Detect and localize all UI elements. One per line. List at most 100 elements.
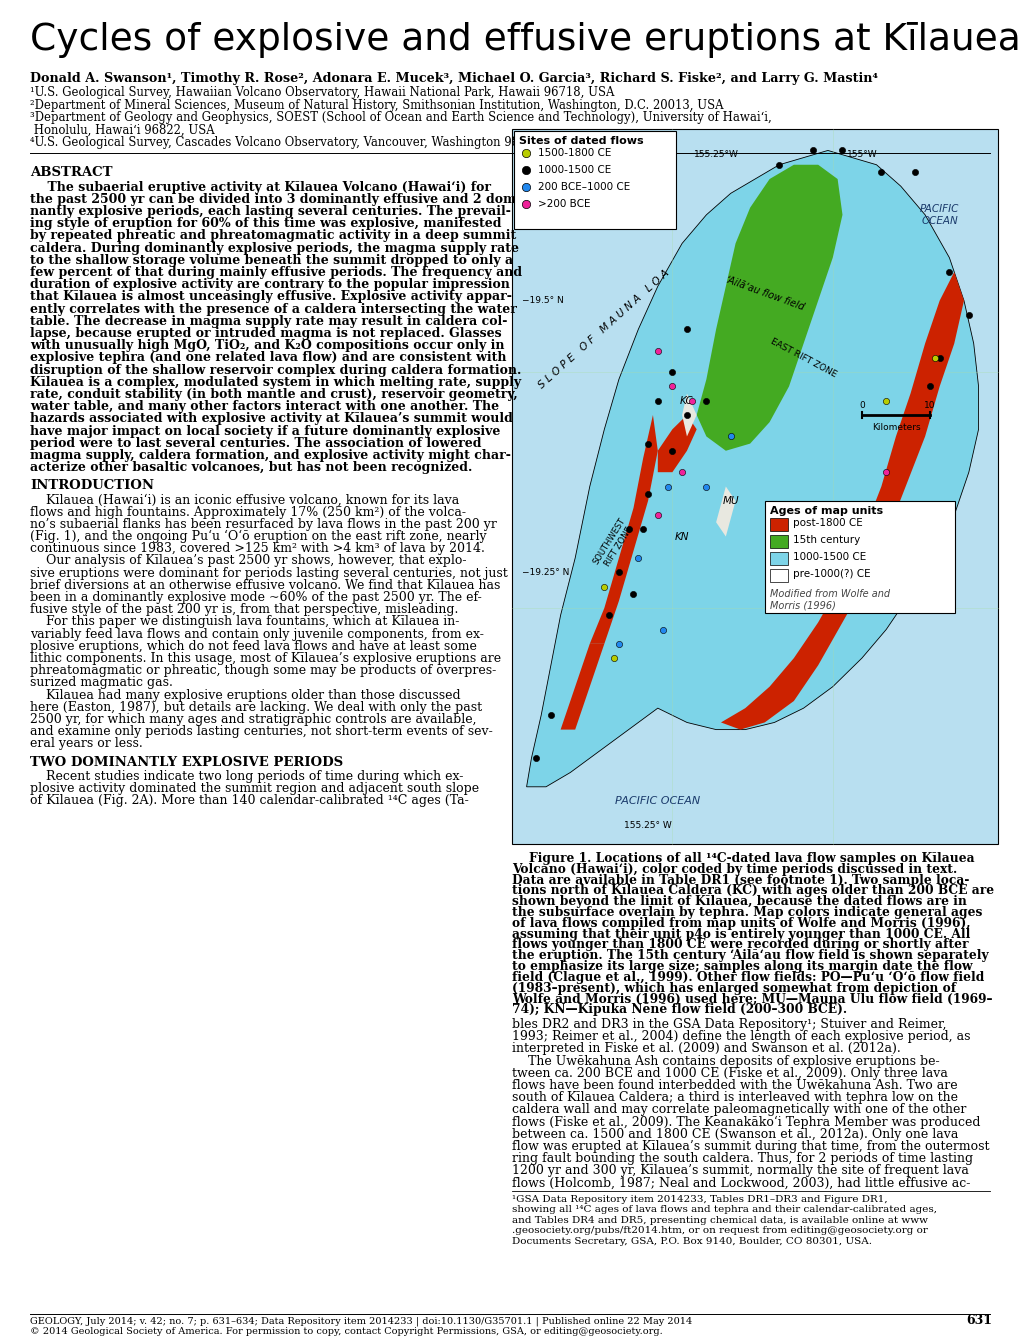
Text: 200 BCE–1000 CE: 200 BCE–1000 CE [537, 181, 630, 192]
Text: flows have been found interbedded with the Uwēkahuna Ash. Two are: flows have been found interbedded with t… [512, 1079, 957, 1093]
Text: Our analysis of Kīlauea’s past 2500 yr shows, however, that explo-: Our analysis of Kīlauea’s past 2500 yr s… [30, 554, 466, 567]
Polygon shape [589, 415, 657, 644]
Text: the subsurface overlain by tephra. Map colors indicate general ages: the subsurface overlain by tephra. Map c… [512, 906, 981, 919]
Text: 1993; Reimer et al., 2004) define the length of each explosive period, as: 1993; Reimer et al., 2004) define the le… [512, 1031, 969, 1043]
Text: tween ca. 200 BCE and 1000 CE (Fiske et al., 2009). Only three lava: tween ca. 200 BCE and 1000 CE (Fiske et … [512, 1067, 947, 1079]
Text: Kilometers: Kilometers [871, 423, 919, 431]
Text: S L O P E   O F   M A U N A   L O A: S L O P E O F M A U N A L O A [536, 267, 671, 391]
Text: The subaerial eruptive activity at Kīlauea Volcano (Hawaiʻi) for: The subaerial eruptive activity at Kīlau… [30, 180, 490, 194]
Text: flows (Fiske et al., 2009). The Keanakākoʻi Tephra Member was produced: flows (Fiske et al., 2009). The Keanakāk… [512, 1116, 979, 1129]
Text: field (Clague et al., 1999). Other flow fields: PO—Puʻu ʻOʻō flow field: field (Clague et al., 1999). Other flow … [512, 970, 983, 984]
Text: eral years or less.: eral years or less. [30, 738, 143, 750]
Text: magma supply, caldera formation, and explosive activity might char-: magma supply, caldera formation, and exp… [30, 449, 511, 462]
Text: between ca. 1500 and 1800 CE (Swanson et al., 2012a). Only one lava: between ca. 1500 and 1800 CE (Swanson et… [512, 1128, 958, 1141]
Text: ently correlates with the presence of a caldera intersecting the water: ently correlates with the presence of a … [30, 302, 517, 316]
Text: ¹U.S. Geological Survey, Hawaiian Volcano Observatory, Hawaii National Park, Haw: ¹U.S. Geological Survey, Hawaiian Volcan… [30, 86, 613, 99]
Text: 1200 yr and 300 yr, Kīlauea’s summit, normally the site of frequent lava: 1200 yr and 300 yr, Kīlauea’s summit, no… [512, 1164, 968, 1177]
Text: © 2014 Geological Society of America. For permission to copy, contact Copyright : © 2014 Geological Society of America. Fo… [30, 1327, 662, 1336]
Text: of Kīlauea (Fig. 2A). More than 140 calendar-calibrated ¹⁴C ages (Ta-: of Kīlauea (Fig. 2A). More than 140 cale… [30, 794, 469, 806]
Text: −19.5° N: −19.5° N [521, 296, 562, 305]
Text: ⁴U.S. Geological Survey, Cascades Volcano Observatory, Vancouver, Washington 986: ⁴U.S. Geological Survey, Cascades Volcan… [30, 136, 575, 149]
Text: duration of explosive activity are contrary to the popular impression: duration of explosive activity are contr… [30, 278, 509, 292]
Text: to emphasize its large size; samples along its margin date the flow: to emphasize its large size; samples alo… [512, 960, 971, 973]
Text: the eruption. The 15th century ʻAilāʻau flow field is shown separately: the eruption. The 15th century ʻAilāʻau … [512, 949, 987, 962]
Text: flows younger than 1800 CE were recorded during or shortly after: flows younger than 1800 CE were recorded… [512, 938, 968, 952]
Text: ing style of eruption for 60% of this time was explosive, manifested: ing style of eruption for 60% of this ti… [30, 218, 501, 230]
Text: brief diversions at an otherwise effusive volcano. We find that Kīlauea has: brief diversions at an otherwise effusiv… [30, 579, 500, 591]
Text: Recent studies indicate two long periods of time during which ex-: Recent studies indicate two long periods… [30, 770, 463, 782]
Bar [514, 130, 676, 228]
Bar [764, 501, 954, 613]
Text: tions north of Kīlauea Caldera (KC) with ages older than 200 BCE are: tions north of Kīlauea Caldera (KC) with… [512, 884, 994, 898]
Text: ³Department of Geology and Geophysics, SOEST (School of Ocean and Earth Science : ³Department of Geology and Geophysics, S… [30, 112, 771, 124]
Text: interpreted in Fiske et al. (2009) and Swanson et al. (2012a).: interpreted in Fiske et al. (2009) and S… [512, 1043, 900, 1055]
Text: ²Department of Mineral Sciences, Museum of Natural History, Smithsonian Institut: ²Department of Mineral Sciences, Museum … [30, 98, 722, 112]
Text: disruption of the shallow reservoir complex during caldera formation.: disruption of the shallow reservoir comp… [30, 363, 521, 376]
Text: TWO DOMINANTLY EXPLOSIVE PERIODS: TWO DOMINANTLY EXPLOSIVE PERIODS [30, 755, 342, 769]
Text: Honolulu, Hawaiʻi 96822, USA: Honolulu, Hawaiʻi 96822, USA [30, 124, 214, 137]
Text: flows (Holcomb, 1987; Neal and Lockwood, 2003), had little effusive ac-: flows (Holcomb, 1987; Neal and Lockwood,… [512, 1176, 969, 1189]
Text: SOUTHWEST
RIFT ZONE: SOUTHWEST RIFT ZONE [591, 516, 636, 571]
Text: ABSTRACT: ABSTRACT [30, 167, 112, 180]
Text: 155°W: 155°W [846, 151, 876, 160]
Text: EAST RIFT ZONE: EAST RIFT ZONE [768, 336, 838, 379]
Text: 74); KN—Kipuka Nēnē flow field (200–300 BCE).: 74); KN—Kipuka Nēnē flow field (200–300 … [512, 1003, 847, 1016]
Text: 155.25° W: 155.25° W [624, 821, 672, 829]
Text: flows and high fountains. Approximately 17% (250 km²) of the volca-: flows and high fountains. Approximately … [30, 505, 466, 519]
Text: Kīlauea (Hawaiʻi) is an iconic effusive volcano, known for its lava: Kīlauea (Hawaiʻi) is an iconic effusive … [30, 493, 459, 507]
Text: 1500-1800 CE: 1500-1800 CE [537, 148, 610, 159]
Text: few percent of that during mainly effusive periods. The frequency and: few percent of that during mainly effusi… [30, 266, 522, 280]
Text: rate, conduit stability (in both mantle and crust), reservoir geometry,: rate, conduit stability (in both mantle … [30, 388, 518, 401]
Text: KC: KC [680, 395, 693, 406]
Text: no’s subaerial flanks has been resurfaced by lava flows in the past 200 yr: no’s subaerial flanks has been resurface… [30, 517, 496, 531]
Text: (Fig. 1), and the ongoing Puʻu ʻOʻō eruption on the east rift zone, nearly: (Fig. 1), and the ongoing Puʻu ʻOʻō erup… [30, 530, 486, 543]
Text: Volcano (Hawaiʻi), color coded by time periods discussed in text.: Volcano (Hawaiʻi), color coded by time p… [512, 863, 956, 876]
Bar [769, 535, 787, 548]
Text: showing all ¹⁴C ages of lava flows and tephra and their calendar-calibrated ages: showing all ¹⁴C ages of lava flows and t… [512, 1206, 936, 1214]
Polygon shape [696, 165, 842, 450]
Bar [512, 129, 997, 844]
Text: Cycles of explosive and effusive eruptions at Kīlauea Volcano, Hawaiʻi: Cycles of explosive and effusive eruptio… [30, 22, 1019, 58]
Text: ʻAilāʻau flow field: ʻAilāʻau flow field [723, 274, 805, 312]
Text: −19.25° N: −19.25° N [521, 567, 569, 577]
Text: Ages of map units: Ages of map units [769, 505, 882, 516]
Text: Modified from Wolfe and
Morris (1996): Modified from Wolfe and Morris (1996) [769, 589, 889, 610]
Text: INTRODUCTION: INTRODUCTION [30, 480, 154, 492]
Text: caldera wall and may correlate paleomagnetically with one of the other: caldera wall and may correlate paleomagn… [512, 1103, 965, 1117]
Text: PACIFIC
OCEAN: PACIFIC OCEAN [919, 204, 959, 226]
Text: 1000-1500 CE: 1000-1500 CE [792, 552, 865, 562]
Text: continuous since 1983, covered >125 km² with >4 km³ of lava by 2014.: continuous since 1983, covered >125 km² … [30, 542, 484, 555]
Text: shown beyond the limit of Kīlauea, because the dated flows are in: shown beyond the limit of Kīlauea, becau… [512, 895, 966, 909]
Polygon shape [657, 415, 696, 472]
Text: MU: MU [721, 496, 739, 505]
Text: table. The decrease in magma supply rate may result in caldera col-: table. The decrease in magma supply rate… [30, 314, 506, 328]
Text: pre-1000(?) CE: pre-1000(?) CE [792, 569, 869, 579]
Bar [769, 517, 787, 531]
Text: fusive style of the past 200 yr is, from that perspective, misleading.: fusive style of the past 200 yr is, from… [30, 603, 458, 616]
Text: acterize other basaltic volcanoes, but has not been recognized.: acterize other basaltic volcanoes, but h… [30, 461, 472, 474]
Text: (1983–present), which has enlarged somewhat from depiction of: (1983–present), which has enlarged somew… [512, 981, 955, 995]
Text: 631: 631 [965, 1314, 991, 1328]
Text: GEOLOGY, July 2014; v. 42; no. 7; p. 631–634; Data Repository item 2014233 | doi: GEOLOGY, July 2014; v. 42; no. 7; p. 631… [30, 1317, 692, 1327]
Text: plosive activity dominated the summit region and adjacent south slope: plosive activity dominated the summit re… [30, 782, 479, 794]
Polygon shape [720, 271, 963, 730]
Text: PACIFIC OCEAN: PACIFIC OCEAN [614, 796, 700, 806]
Text: plosive eruptions, which do not feed lava flows and have at least some: plosive eruptions, which do not feed lav… [30, 640, 477, 653]
Text: KN: KN [675, 531, 689, 542]
Text: bles DR2 and DR3 in the GSA Data Repository¹; Stuiver and Reimer,: bles DR2 and DR3 in the GSA Data Reposit… [512, 1017, 946, 1031]
Text: variably feed lava flows and contain only juvenile components, from ex-: variably feed lava flows and contain onl… [30, 628, 483, 641]
Text: 10: 10 [923, 401, 934, 410]
Text: nantly explosive periods, each lasting several centuries. The prevail-: nantly explosive periods, each lasting s… [30, 204, 511, 218]
Text: to the shallow storage volume beneath the summit dropped to only a: to the shallow storage volume beneath th… [30, 254, 513, 266]
Text: water table, and many other factors interact with one another. The: water table, and many other factors inte… [30, 401, 498, 413]
Text: Documents Secretary, GSA, P.O. Box 9140, Boulder, CO 80301, USA.: Documents Secretary, GSA, P.O. Box 9140,… [512, 1236, 871, 1246]
Text: 1000-1500 CE: 1000-1500 CE [537, 165, 610, 175]
Polygon shape [560, 644, 603, 730]
Text: been in a dominantly explosive mode ~60% of the past 2500 yr. The ef-: been in a dominantly explosive mode ~60%… [30, 591, 481, 603]
Text: >200 BCE: >200 BCE [537, 199, 590, 210]
Text: ring fault bounding the south caldera. Thus, for 2 periods of time lasting: ring fault bounding the south caldera. T… [512, 1152, 972, 1165]
Text: south of Kīlauea Caldera; a third is interleaved with tephra low on the: south of Kīlauea Caldera; a third is int… [512, 1091, 957, 1105]
Text: lapse, because erupted or intruded magma is not replaced. Glasses: lapse, because erupted or intruded magma… [30, 327, 501, 340]
Text: PO: PO [805, 539, 819, 548]
Text: Kīlauea had many explosive eruptions older than those discussed: Kīlauea had many explosive eruptions old… [30, 688, 461, 702]
